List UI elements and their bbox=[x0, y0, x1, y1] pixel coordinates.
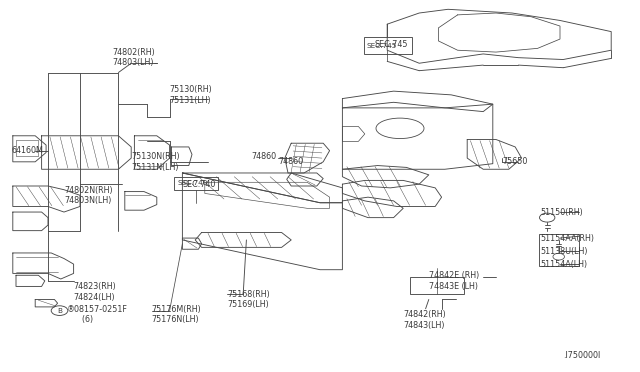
Text: 51154AA(RH): 51154AA(RH) bbox=[541, 234, 595, 243]
Text: 74802(RH)
74803(LH): 74802(RH) 74803(LH) bbox=[112, 48, 155, 67]
Text: SEC.740: SEC.740 bbox=[178, 180, 208, 186]
Bar bbox=[539, 234, 579, 266]
Text: 51150(RH): 51150(RH) bbox=[541, 208, 584, 217]
Text: 74842(RH)
74843(LH): 74842(RH) 74843(LH) bbox=[403, 310, 446, 330]
Text: 74842E (RH)
74843E (LH): 74842E (RH) 74843E (LH) bbox=[429, 271, 479, 291]
Text: 51154A(LH): 51154A(LH) bbox=[541, 260, 588, 269]
Bar bbox=[174, 177, 218, 190]
Text: SEC.740: SEC.740 bbox=[182, 180, 216, 189]
Text: 75130(RH)
75131(LH): 75130(RH) 75131(LH) bbox=[170, 85, 212, 105]
Text: 74802N(RH)
74803N(LH): 74802N(RH) 74803N(LH) bbox=[64, 186, 113, 205]
Bar bbox=[364, 37, 412, 54]
Text: 75650: 75650 bbox=[502, 157, 528, 166]
Text: ®08157-0251F
      (6): ®08157-0251F (6) bbox=[67, 305, 128, 324]
Text: 75176M(RH)
75176N(LH): 75176M(RH) 75176N(LH) bbox=[152, 305, 202, 324]
Bar bbox=[410, 277, 464, 294]
Text: SEC.745: SEC.745 bbox=[374, 40, 408, 49]
Text: 51138U(LH): 51138U(LH) bbox=[541, 247, 588, 256]
Text: 74860: 74860 bbox=[278, 157, 303, 166]
Text: 74860: 74860 bbox=[252, 153, 276, 161]
Text: 75168(RH)
75169(LH): 75168(RH) 75169(LH) bbox=[227, 290, 270, 309]
Text: 74823(RH)
74824(LH): 74823(RH) 74824(LH) bbox=[74, 282, 116, 302]
Ellipse shape bbox=[376, 118, 424, 139]
Text: .I750000I: .I750000I bbox=[563, 351, 600, 360]
Text: 75130N(RH)
75131N(LH): 75130N(RH) 75131N(LH) bbox=[131, 152, 180, 171]
Text: 64160M: 64160M bbox=[12, 146, 44, 155]
Text: B: B bbox=[57, 308, 62, 314]
Text: SEC.745: SEC.745 bbox=[366, 42, 396, 49]
